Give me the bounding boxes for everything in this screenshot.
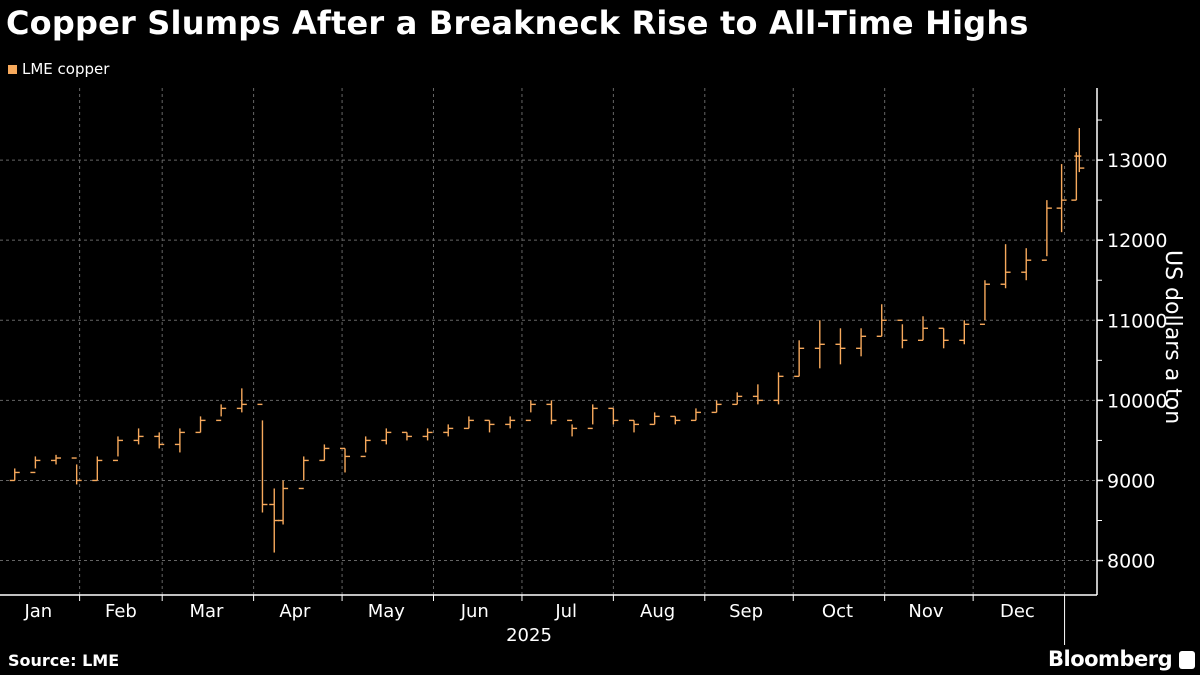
x-tick-label: Oct	[822, 601, 853, 622]
x-tick-label: Sep	[729, 601, 763, 622]
x-tick-label: Jan	[23, 601, 52, 622]
x-tick-label: Nov	[908, 601, 943, 622]
y-tick-label: 11000	[1107, 310, 1167, 332]
x-tick-label: May	[368, 601, 406, 622]
x-tick-label: Mar	[189, 601, 224, 622]
x-tick-label: Feb	[105, 601, 137, 622]
chart-title: Copper Slumps After a Breakneck Rise to …	[6, 4, 1029, 42]
y-tick-label: 12000	[1107, 230, 1167, 252]
bloomberg-chart-icon	[1179, 651, 1195, 669]
y-axis-label: US dollars a ton	[1160, 250, 1185, 425]
bloomberg-logo: Bloomberg	[1048, 647, 1173, 671]
x-tick-label: Aug	[640, 601, 675, 622]
legend-label: LME copper	[22, 60, 110, 78]
x-tick-label: Dec	[1000, 601, 1035, 622]
x-tick-label: Apr	[279, 601, 311, 622]
legend-swatch	[8, 64, 17, 74]
legend: LME copper	[8, 60, 109, 78]
y-tick-label: 8000	[1107, 551, 1155, 573]
y-tick-label: 9000	[1107, 470, 1155, 492]
price-bars	[9, 128, 1085, 553]
axes: 8000 9000 10000 11000 12000 13000 Jan Feb Mar Apr…	[0, 88, 1167, 646]
x-axis-year-label: 2025	[506, 625, 552, 646]
source-note: Source: LME	[8, 651, 120, 670]
y-tick-label: 10000	[1107, 390, 1167, 412]
x-tick-label: Jun	[460, 601, 489, 622]
x-tick-label: Jul	[554, 601, 577, 622]
grid	[0, 88, 1097, 595]
y-tick-label: 13000	[1107, 150, 1167, 172]
